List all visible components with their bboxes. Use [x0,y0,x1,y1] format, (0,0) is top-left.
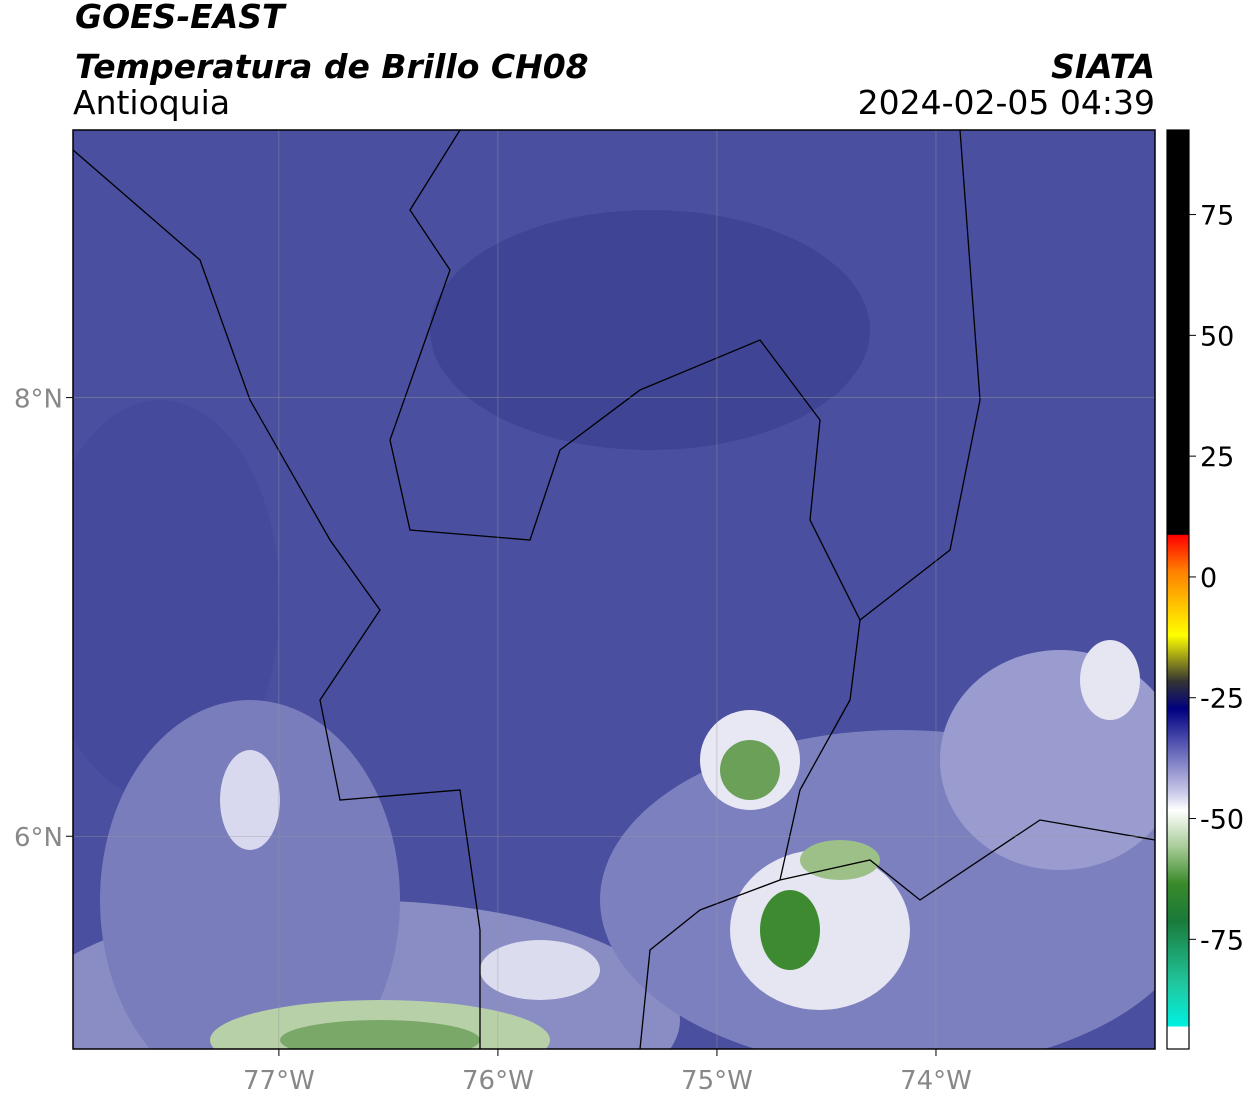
map-frame [72,129,1156,1050]
colorbar-tick-label: -50 [1200,805,1244,836]
colorbar-tick-label: 75 [1200,201,1234,232]
x-tick-label: 77°W [243,1066,315,1096]
x-tick-label: 76°W [462,1066,534,1096]
colorbar-tick-label: -25 [1200,684,1244,715]
region-label: Antioquia [73,83,230,122]
satellite-title: GOES-EAST [75,0,287,36]
y-tick-label: 8°N [14,385,63,415]
x-tick-label: 75°W [681,1066,753,1096]
colorbar-tick-label: 0 [1200,563,1217,594]
y-tick-label: 6°N [14,823,63,853]
x-tick-label: 74°W [900,1066,972,1096]
colorbar-tick-label: 50 [1200,321,1234,352]
colorbar-tick-label: 25 [1200,442,1234,473]
colorbar [1166,129,1190,1050]
source-label: SIATA [1051,47,1155,86]
colorbar-tick-label: -75 [1200,925,1244,956]
datetime-label: 2024-02-05 04:39 [858,83,1155,122]
product-title: Temperatura de Brillo CH08 [75,47,589,86]
graticule [73,130,1155,1049]
map-image [73,130,1155,1049]
